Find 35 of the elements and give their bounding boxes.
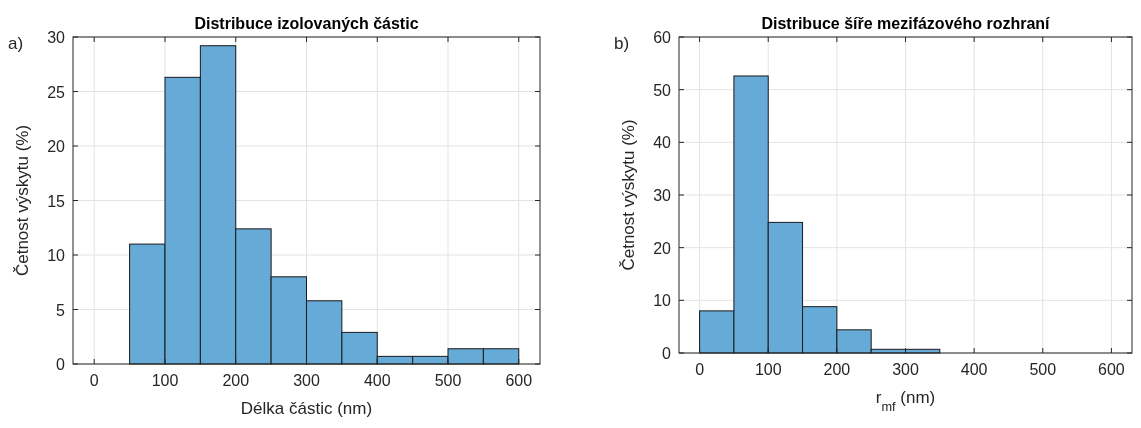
text: b)	[614, 34, 630, 53]
y-tick-label: 0	[662, 345, 672, 362]
x-axis-title: r$_{mf}$ (nm)	[875, 388, 936, 414]
text: a)	[8, 34, 24, 53]
y-tick-label: 10	[47, 247, 66, 264]
y-tick-label: 30	[653, 187, 672, 204]
y-tick-label: 40	[653, 134, 672, 152]
y-tick-label: 30	[47, 29, 66, 46]
y-tick-label: 5	[56, 301, 66, 319]
y-tick-label: 60	[653, 29, 672, 46]
x-tick-label: 400	[363, 372, 391, 389]
x-tick-label: 300	[892, 361, 919, 378]
x-tick-label: 500	[1029, 361, 1057, 378]
x-tick-label: 600	[1098, 361, 1125, 378]
y-axis-title: Četnost výskytu (%)	[13, 124, 32, 277]
x-tick-label: 400	[960, 361, 988, 378]
x-tick-label: 100	[151, 372, 179, 389]
chart-title: Distribuce šíře mezifázového rozhraní	[761, 15, 1051, 32]
x-tick-label: 500	[434, 372, 462, 389]
y-axis-title: Četnost výskytu (%)	[619, 119, 638, 271]
y-tick-label: 20	[47, 138, 66, 155]
y-tick-label: 10	[653, 292, 672, 310]
y-tick-label: 15	[47, 192, 66, 210]
x-tick-label: 0	[89, 372, 99, 389]
x-tick-label: 0	[695, 361, 705, 378]
y-tick-label: 25	[47, 83, 66, 101]
x-tick-label: 200	[823, 361, 851, 378]
x-axis-title: Délka částic (nm)	[240, 399, 373, 418]
x-tick-label: 200	[222, 372, 250, 389]
x-tick-label: 600	[505, 372, 533, 389]
x-tick-label: 300	[293, 372, 320, 389]
x-tick-label: 100	[754, 361, 782, 378]
chart-title: Distribuce izolovaných částic	[194, 15, 419, 32]
y-tick-label: 20	[653, 239, 672, 257]
y-tick-label: 50	[653, 81, 672, 99]
